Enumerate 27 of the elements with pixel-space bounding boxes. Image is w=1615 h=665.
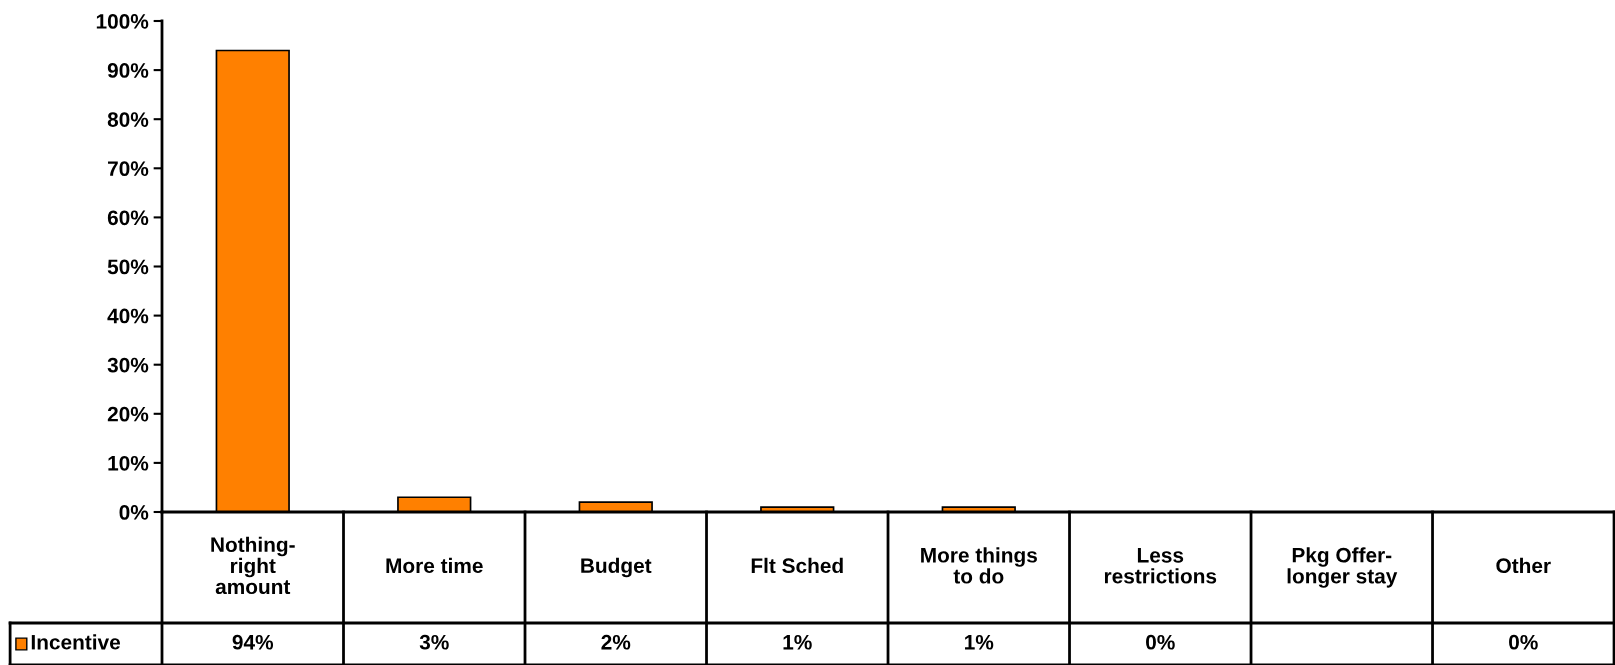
x-tick-label: Less restrictions xyxy=(1104,548,1217,584)
x-tick-label: More things to do xyxy=(921,547,1037,584)
y-tick-label: 40% xyxy=(107,308,149,324)
x-tick-label: Flt Sched xyxy=(751,557,843,574)
y-tick-label: 20% xyxy=(107,406,149,422)
y-tick-label: 30% xyxy=(107,357,149,373)
x-tick-label: Budget xyxy=(581,557,652,578)
data-label: 0% xyxy=(1146,634,1175,650)
legend-label: Incentive xyxy=(31,634,121,650)
x-tick-label: Nothing- right amount xyxy=(211,536,295,595)
y-tick-label: 70% xyxy=(108,161,149,177)
data-label: 94% xyxy=(232,634,274,650)
data-label: 0% xyxy=(1509,634,1538,650)
y-tick-label: 60% xyxy=(107,210,149,226)
data-label: 3% xyxy=(419,634,449,650)
data-label: 2% xyxy=(601,634,631,650)
x-tick-label: Pkg Offer- longer stay xyxy=(1287,547,1398,588)
y-tick-label: 100% xyxy=(96,14,149,29)
y-tick-label: 50% xyxy=(107,259,149,275)
x-tick-label: More time xyxy=(386,557,483,574)
data-label: 1% xyxy=(783,634,812,650)
y-tick-label: 80% xyxy=(107,112,149,127)
y-tick-label: 90% xyxy=(107,63,149,78)
data-label: 1% xyxy=(965,634,994,650)
x-tick-label: Other xyxy=(1496,557,1551,574)
y-tick-label: 0% xyxy=(119,505,149,520)
y-tick-label: 10% xyxy=(108,455,149,471)
